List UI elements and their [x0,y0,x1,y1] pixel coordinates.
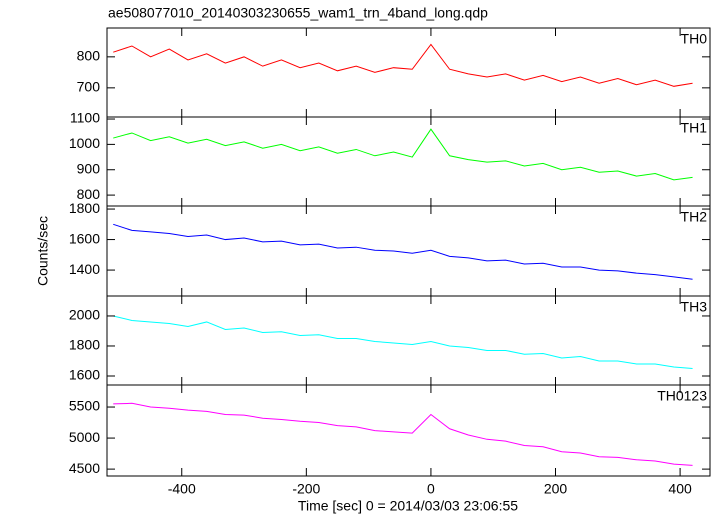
x-tick-label: 0 [427,481,435,497]
y-tick-label: 700 [77,79,101,95]
panel-label: TH2 [681,209,708,225]
y-tick-label: 2000 [69,307,100,323]
y-tick-label: 800 [77,48,101,64]
panel-frame [106,116,711,207]
data-line [113,128,693,181]
x-tick-label: -200 [292,481,320,497]
y-tick-label: 1800 [69,337,100,353]
data-line [113,223,693,280]
x-tick-label: -400 [168,481,196,497]
y-tick-label: 800 [77,186,101,202]
y-tick-label: 1600 [69,367,100,383]
y-tick-label: 900 [77,160,101,176]
panel-frame [106,384,711,477]
panel-frame [106,295,711,386]
panel-label: TH0 [681,31,708,47]
panel-frame [106,205,711,297]
y-tick-label: 1600 [69,230,100,246]
panel-label: TH3 [681,299,708,315]
y-tick-label: 1100 [70,110,100,126]
y-tick-label: 1800 [69,200,100,216]
x-tick-label: 200 [544,481,568,497]
panel-frame [106,27,711,118]
panel-label: TH0123 [657,388,707,404]
y-axis-label: Counts/sec [35,216,51,286]
y-tick-label: 1000 [69,135,100,151]
y-tick-label: 1400 [69,261,100,277]
panel-label: TH1 [681,120,708,136]
chart-title: ae508077010_20140303230655_wam1_trn_4ban… [108,5,488,21]
x-tick-label: 400 [668,481,692,497]
y-tick-label: 5000 [69,429,100,445]
data-line [113,402,693,466]
x-axis-label: Time [sec] 0 = 2014/03/03 23:06:55 [298,498,518,514]
y-tick-label: 5500 [69,398,100,414]
data-line [113,43,693,87]
data-line [113,315,693,369]
y-tick-label: 4500 [69,460,100,476]
